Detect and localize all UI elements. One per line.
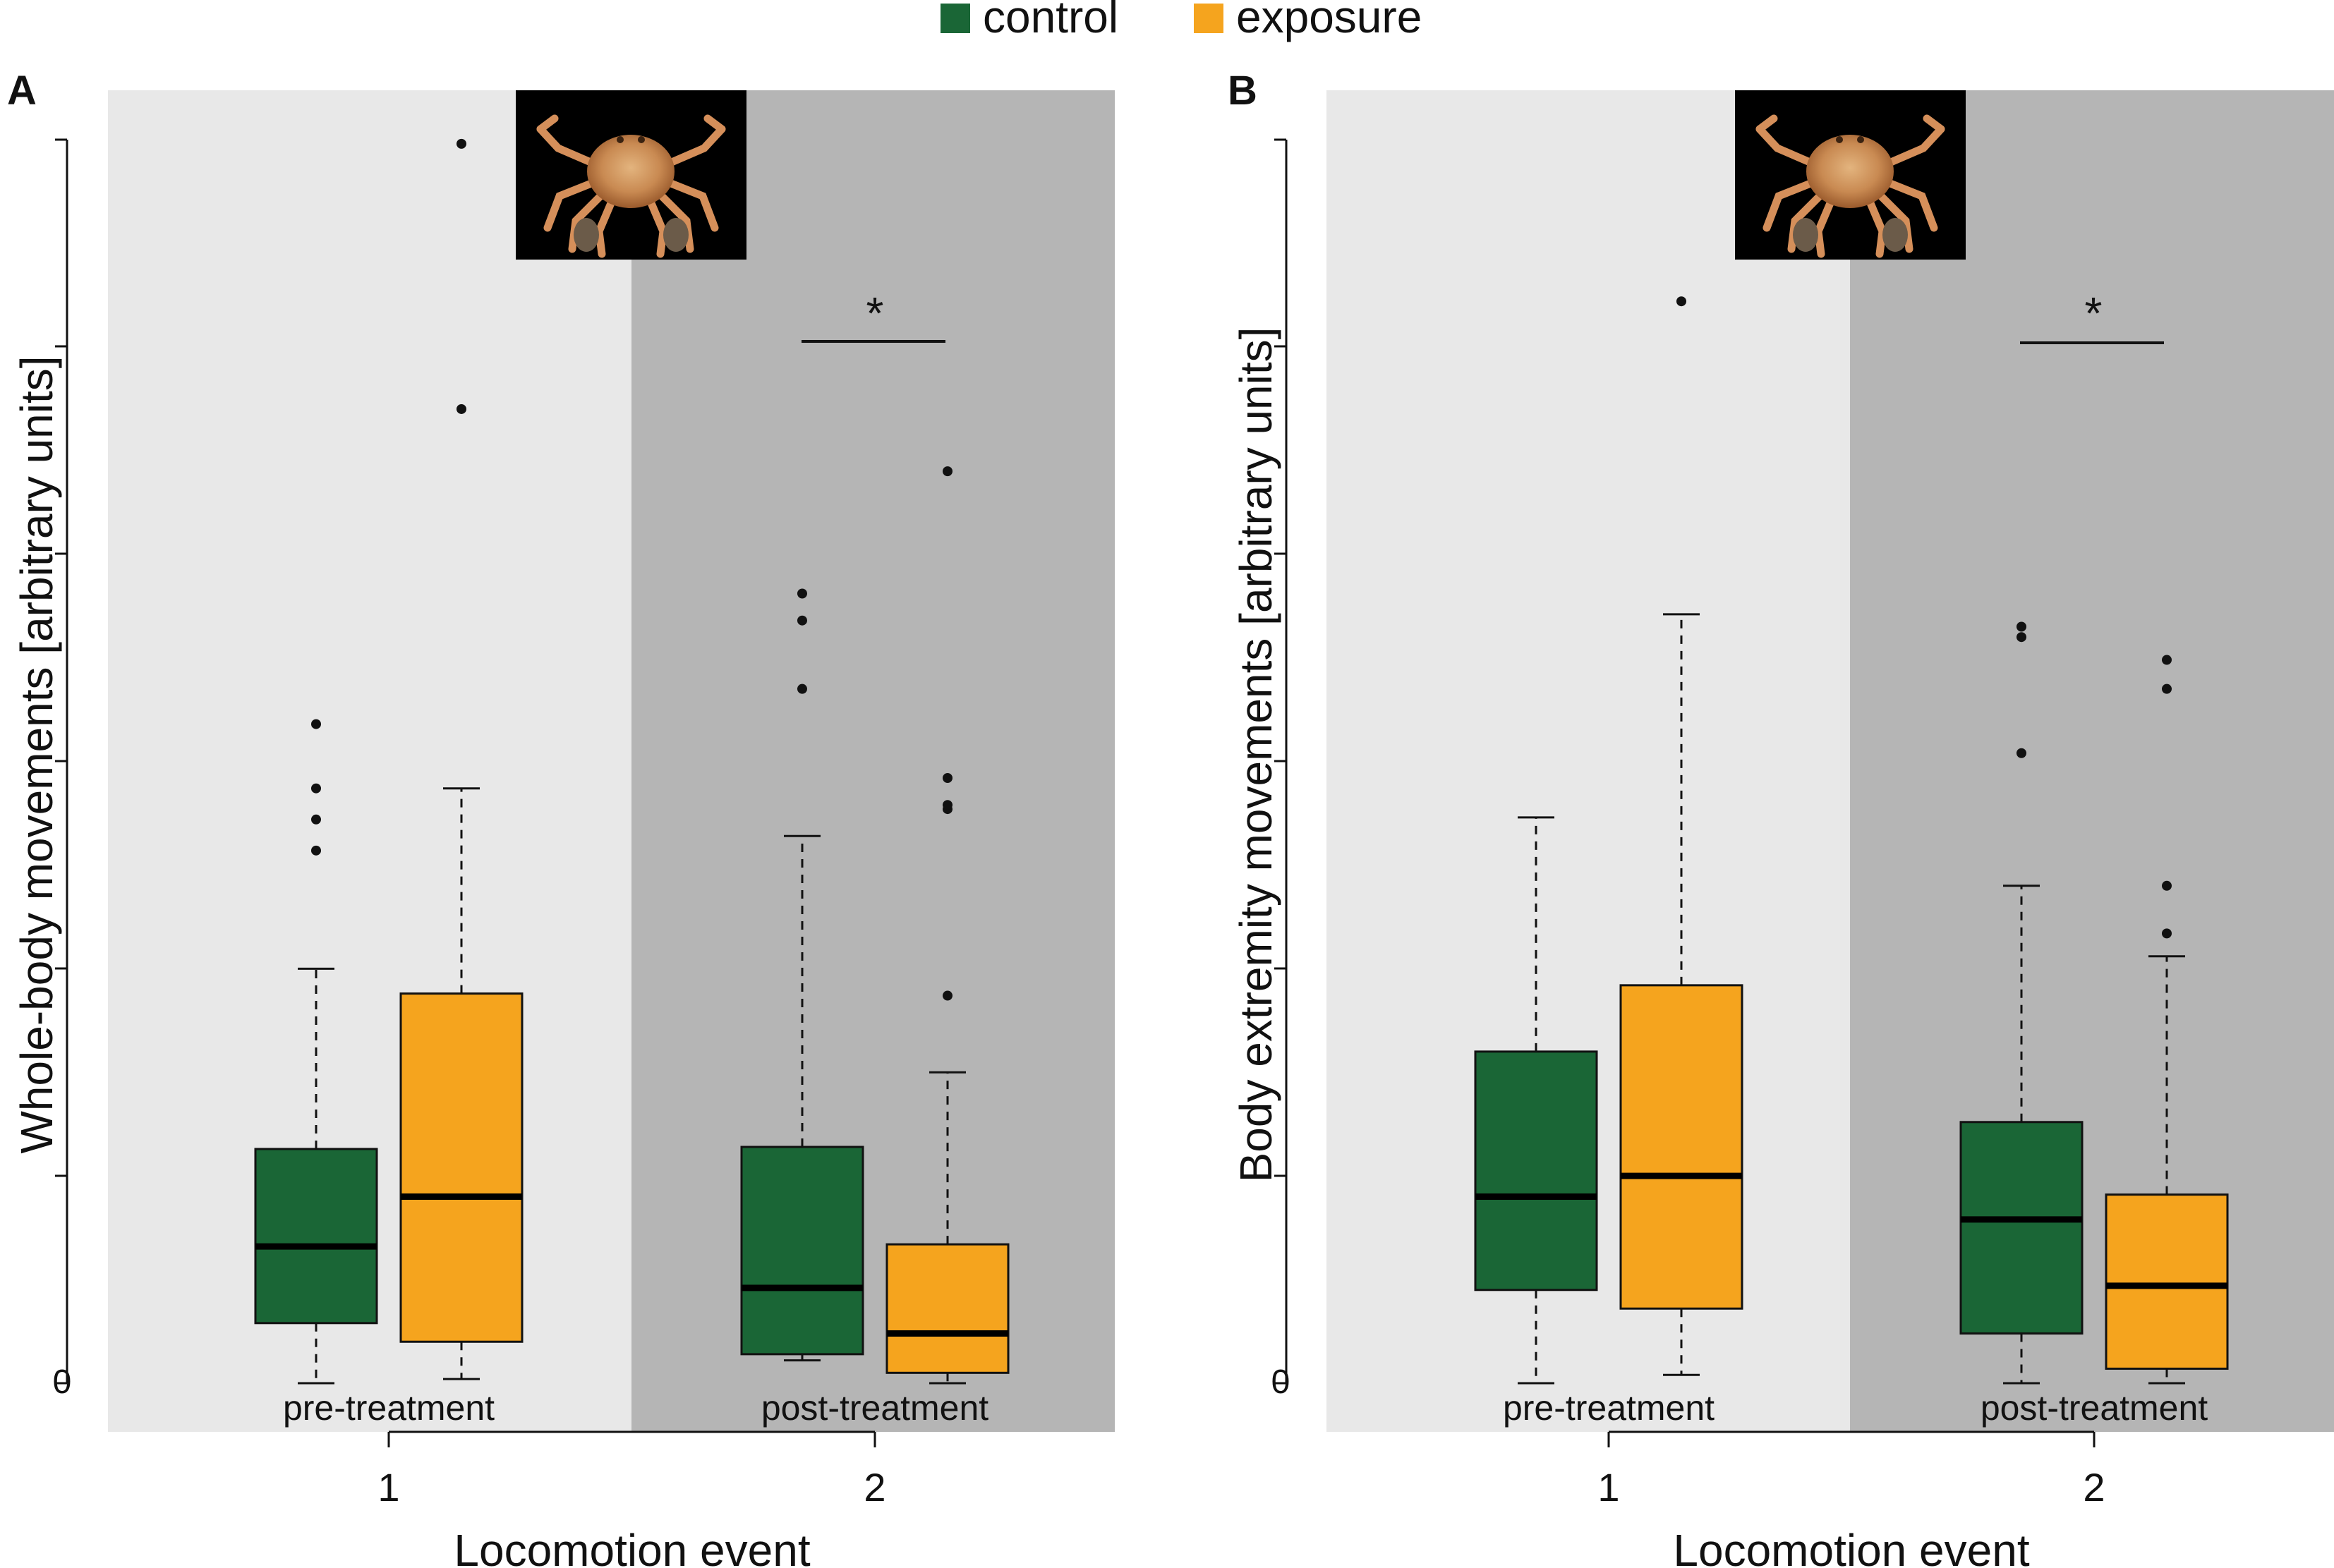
legend-label-control: control [983, 0, 1118, 42]
box-control-1 [1474, 1050, 1598, 1292]
outlier-control-2 [797, 683, 807, 694]
x-axis-label-b: Locomotion event [1673, 1525, 2029, 1568]
outlier-control-1 [311, 845, 321, 856]
box-exposure-1 [1619, 984, 1743, 1310]
post-treatment-region [631, 90, 1115, 1432]
significance-star: * [866, 288, 884, 339]
box-control-1 [254, 1148, 378, 1325]
outlier-control-2 [2016, 632, 2026, 643]
outlier-exposure-2 [2162, 928, 2172, 939]
x-tick-label: 2 [2083, 1465, 2105, 1509]
y-axis-label-b: Body extremity movements [arbitrary unit… [1231, 327, 1281, 1183]
outlier-exposure-1 [1676, 296, 1686, 307]
outlier-control-2 [797, 615, 807, 626]
outlier-control-2 [2016, 621, 2026, 632]
crab-photo [516, 90, 746, 260]
sublabel-post-treatment: post-treatment [761, 1388, 988, 1428]
post-treatment-region [1850, 90, 2334, 1432]
x-tick-label: 1 [377, 1465, 399, 1509]
panel-a: A [7, 68, 1115, 1568]
panel-label-b: B [1228, 68, 1257, 114]
panel-label-a: A [7, 68, 37, 114]
box-exposure-1 [399, 992, 524, 1343]
outlier-control-1 [311, 783, 321, 794]
y-tick-label-zero: 0 [1271, 1363, 1290, 1401]
legend-swatch-control [941, 4, 970, 33]
outlier-exposure-2 [943, 773, 953, 784]
outlier-exposure-2 [943, 800, 953, 810]
box-exposure-2 [885, 1243, 1010, 1374]
sublabel-pre-treatment: pre-treatment [283, 1388, 495, 1428]
legend-label-exposure: exposure [1236, 0, 1422, 42]
outlier-control-2 [2016, 748, 2026, 758]
significance-star: * [2085, 288, 2103, 339]
y-axis-label-a: Whole-body movements [arbitrary units] [11, 355, 62, 1153]
panel-b: B [1228, 68, 2334, 1568]
outlier-exposure-1 [456, 138, 466, 149]
outlier-control-1 [311, 719, 321, 729]
x-tick-label: 2 [864, 1465, 885, 1509]
box-exposure-2 [2105, 1193, 2229, 1370]
y-tick-label-zero: 0 [53, 1363, 72, 1401]
outlier-exposure-2 [2162, 880, 2172, 891]
sublabel-pre-treatment: pre-treatment [1503, 1388, 1715, 1428]
box-control-2 [1959, 1121, 2084, 1335]
outlier-control-2 [797, 588, 807, 599]
box-control-2 [740, 1145, 864, 1356]
outlier-exposure-2 [943, 990, 953, 1001]
legend: control exposure [941, 0, 1422, 42]
legend-swatch-exposure [1194, 4, 1223, 33]
outlier-exposure-2 [943, 466, 953, 477]
outlier-exposure-2 [2162, 683, 2172, 694]
sublabel-post-treatment: post-treatment [1981, 1388, 2208, 1428]
x-axis-label-a: Locomotion event [454, 1525, 810, 1568]
outlier-exposure-2 [2162, 655, 2172, 665]
outlier-control-1 [311, 814, 321, 825]
x-tick-label: 1 [1597, 1465, 1619, 1509]
crab-photo [1735, 90, 1966, 260]
outlier-exposure-1 [456, 403, 466, 414]
